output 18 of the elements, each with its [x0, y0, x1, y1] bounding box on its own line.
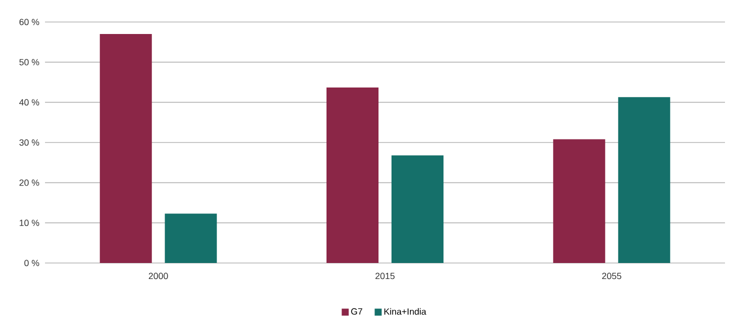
bar	[164, 214, 217, 263]
legend-label: Kina+India	[384, 308, 426, 315]
x-tick-label: 2055	[602, 272, 622, 280]
y-tick-label: 0 %	[24, 260, 40, 266]
y-tick-label: 50 %	[19, 58, 40, 66]
y-tick-label: 20 %	[19, 179, 40, 186]
bar	[326, 87, 379, 263]
x-tick-label: 2015	[375, 272, 395, 280]
y-tick-label: 30 %	[19, 139, 40, 146]
legend-label: G7	[351, 308, 362, 315]
y-tick-label: 40 %	[19, 99, 40, 106]
bar	[392, 155, 444, 263]
y-tick-label: 60 %	[19, 18, 40, 26]
bar	[100, 34, 152, 263]
bar	[553, 139, 606, 263]
x-tick-label: 2000	[148, 272, 168, 280]
y-tick-label: 10 %	[20, 220, 40, 226]
bar	[618, 97, 670, 263]
